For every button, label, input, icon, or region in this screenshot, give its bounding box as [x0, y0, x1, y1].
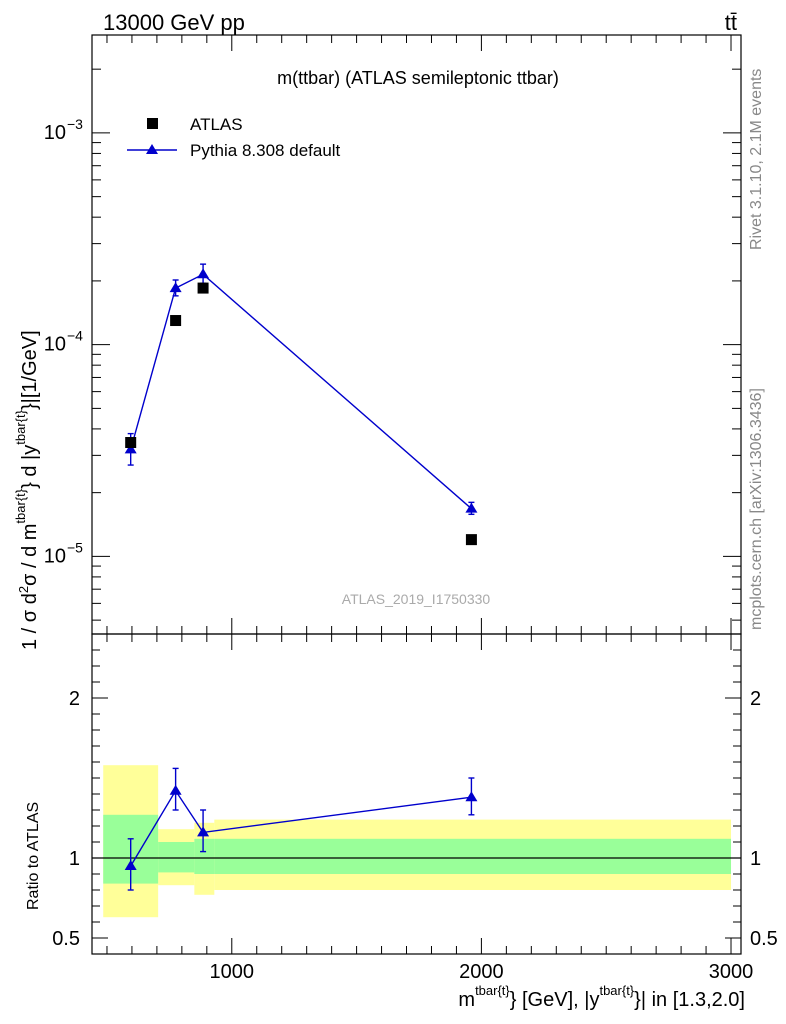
pythia-point: [124, 443, 137, 454]
ratio-panel: 0.5 0.5 1 1 2 2 1000 2000 3000 Ratio to ATLAS mt…: [25, 633, 778, 1011]
legend-pythia-marker: [146, 144, 158, 154]
y-tick-label: 10: [44, 334, 66, 356]
legend: ATLAS Pythia 8.308 default: [127, 115, 341, 160]
y-tick-label: 10: [44, 122, 66, 144]
mcplots-label: mcplots.cern.ch [arXiv:1306.3436]: [748, 388, 765, 630]
x-tick-label: 1000: [210, 961, 255, 983]
x-tick-label: 3000: [709, 961, 754, 983]
atlas-point: [125, 437, 137, 449]
ratio-pythia-point: [465, 791, 478, 802]
y-tick-exponent: −4: [67, 328, 83, 344]
ratio-band-green: [214, 838, 732, 874]
ratio-band-green: [194, 838, 215, 874]
x-tick-label: 2000: [459, 961, 504, 983]
analysis-watermark: ATLAS_2019_I1750330: [342, 591, 491, 607]
header-right: tt̄: [725, 10, 737, 35]
ratio-frame: [91, 633, 742, 955]
header-left: 13000 GeV pp: [103, 10, 245, 35]
atlas-point: [197, 282, 209, 294]
pythia-line: [130, 273, 472, 510]
y-tick-exponent: −3: [67, 116, 83, 132]
y-tick-label: 10: [44, 545, 66, 567]
ratio-y-tick-label: 2: [750, 688, 761, 710]
legend-atlas-label: ATLAS: [190, 115, 243, 134]
ratio-y-tick-label: 0.5: [750, 928, 778, 950]
main-panel: m(ttbar) (ATLAS semileptonic ttbar) ATLA…: [13, 34, 742, 650]
ratio-y-tick-label: 1: [750, 848, 761, 870]
pythia-point: [169, 282, 182, 293]
ratio-pythia-line: [130, 789, 472, 867]
atlas-point: [170, 315, 182, 327]
legend-pythia-label: Pythia 8.308 default: [190, 141, 341, 160]
atlas-point: [465, 534, 477, 546]
plot-title: m(ttbar) (ATLAS semileptonic ttbar): [277, 68, 559, 88]
ratio-pythia-point: [197, 826, 210, 837]
ratio-y-tick-label: 2: [69, 688, 80, 710]
ratio-y-tick-label: 0.5: [52, 928, 80, 950]
x-axis-label: mtbar{t}} [GeV], |ytbar{t}}| in [1.3,2.0…: [458, 983, 745, 1011]
ratio-pythia-point: [124, 860, 137, 870]
pythia-point: [465, 502, 478, 513]
y-axis-label: 1 / σ d2σ / d mtbar{t}} d |ytbar{t}}|[1/…: [13, 330, 41, 650]
ratio-y-axis-label: Ratio to ATLAS: [25, 802, 42, 910]
ratio-pythia-point: [169, 784, 182, 795]
legend-atlas-marker: [147, 118, 158, 129]
ratio-y-tick-label: 1: [69, 848, 80, 870]
rivet-version-label: Rivet 3.1.10, 2.1M events: [748, 69, 765, 250]
y-tick-exponent: −5: [67, 539, 83, 555]
ratio-band-green: [158, 842, 195, 873]
pythia-point: [197, 268, 210, 279]
